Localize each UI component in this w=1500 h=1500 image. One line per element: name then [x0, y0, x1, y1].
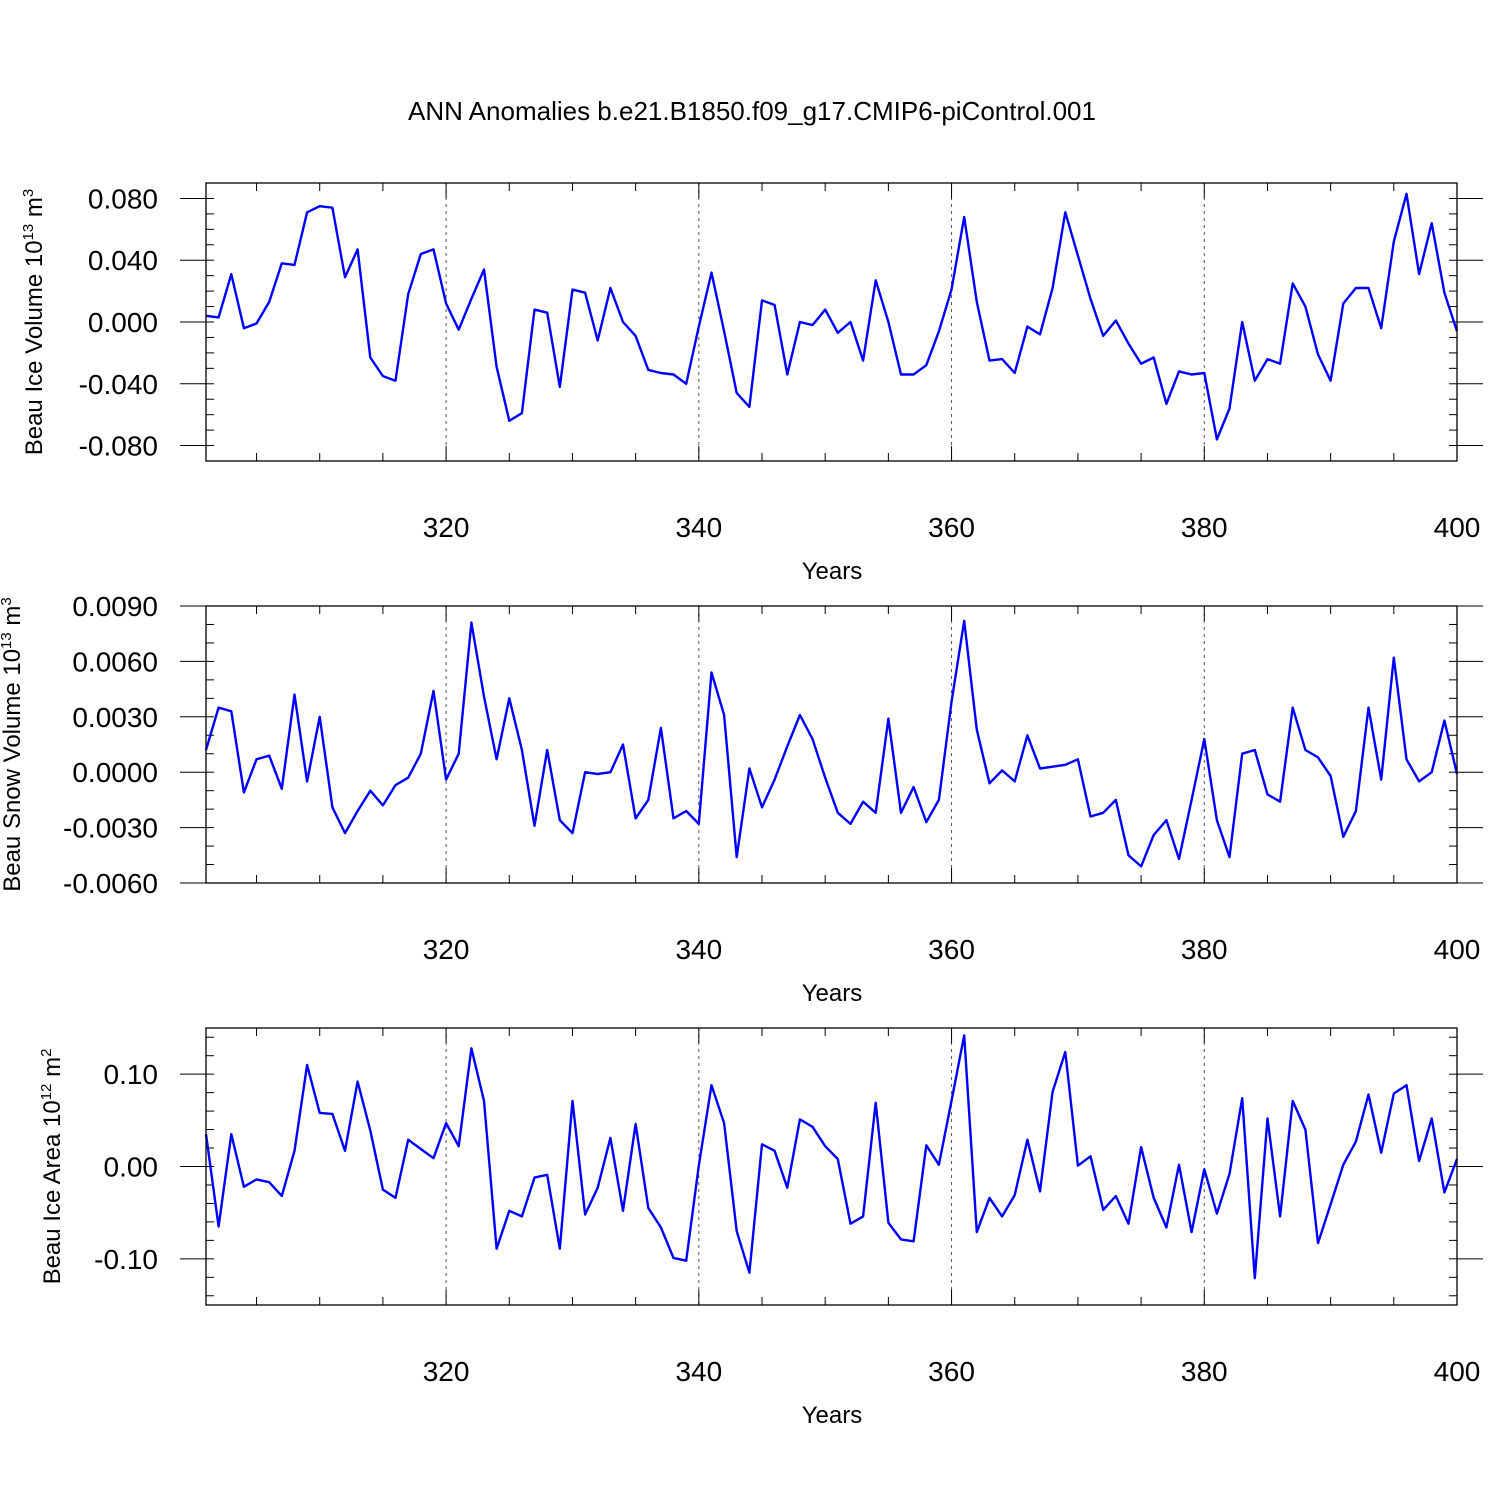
- panel-snow-volume: 0.0090 0.0060 0.0030 0.0000 -0.0030 -0.0060 32…: [0, 591, 1483, 1007]
- panel-3-y-tick-label: 0.00: [104, 1152, 159, 1183]
- panel-1-y-tick-label: 0.000: [88, 307, 158, 338]
- panel-1-plot-frame: [205, 182, 1458, 462]
- panel-2-y-tick-label: -0.0060: [63, 868, 158, 899]
- panel-3-x-tick-label: 340: [675, 1356, 722, 1387]
- panel-1-x-axis-label: Years: [802, 558, 863, 585]
- panel-3-plot-frame: [205, 1027, 1458, 1306]
- panel-3-series-line: [204, 1034, 1459, 1280]
- panel-ice-volume: 0.080 0.040 0.000 -0.040 -0.080 320 340 360 380 4…: [20, 182, 1483, 585]
- panel-2-plot-frame: [205, 605, 1458, 884]
- panel-2-y-tick-label: 0.0060: [72, 646, 158, 677]
- panel-1-x-tick-label: 340: [675, 512, 722, 543]
- panel-3-y-axis-label: Beau Ice Area 1012 m2: [38, 1049, 66, 1285]
- panel-1-series-line: [205, 192, 1459, 441]
- panel-2-y-tick-label: 0.0000: [72, 757, 158, 788]
- panel-3-y-tick-label: 0.10: [104, 1059, 159, 1090]
- panel-ice-area: 0.10 0.00 -0.10 320 340 360 380 400 Years Beau Ic…: [38, 1027, 1483, 1429]
- panel-3-x-tick-label: 380: [1181, 1356, 1228, 1387]
- panel-1-x-tick-label: 380: [1181, 512, 1228, 543]
- panel-3-y-tick-label: -0.10: [94, 1244, 158, 1275]
- panel-2-y-tick-label: 0.0030: [72, 702, 158, 733]
- panel-2-series-line: [204, 619, 1459, 868]
- panel-3-x-axis-label: Years: [802, 1402, 863, 1429]
- panel-3-x-tick-label: 320: [423, 1356, 470, 1387]
- panel-3-x-tick-label: 400: [1434, 1356, 1481, 1387]
- panel-1-y-tick-label: -0.040: [79, 369, 158, 400]
- chart-title: ANN Anomalies b.e21.B1850.f09_g17.CMIP6-…: [408, 96, 1096, 126]
- panel-2-x-tick-label: 360: [928, 934, 975, 965]
- panel-2-x-tick-label: 380: [1181, 934, 1228, 965]
- panel-2-y-tick-label: 0.0090: [72, 591, 158, 622]
- panel-1-x-tick-label: 400: [1434, 512, 1481, 543]
- panel-1-y-tick-label: -0.080: [79, 431, 158, 462]
- panel-2-x-tick-label: 400: [1434, 934, 1481, 965]
- panel-1-y-tick-label: 0.080: [88, 183, 158, 214]
- panel-1-x-tick-label: 360: [928, 512, 975, 543]
- panel-3-x-tick-label: 360: [928, 1356, 975, 1387]
- panel-2-y-tick-label: -0.0030: [63, 813, 158, 844]
- panel-2-x-axis-label: Years: [802, 980, 863, 1007]
- panel-1-y-axis-label: Beau Ice Volume 1013 m3: [20, 189, 48, 456]
- panel-2-y-axis-label: Beau Snow Volume 1013 m3: [0, 597, 26, 892]
- panel-1-x-tick-label: 320: [423, 512, 470, 543]
- panel-2-x-tick-label: 320: [423, 934, 470, 965]
- panel-1-y-tick-label: 0.040: [88, 245, 158, 276]
- panel-2-x-tick-label: 340: [675, 934, 722, 965]
